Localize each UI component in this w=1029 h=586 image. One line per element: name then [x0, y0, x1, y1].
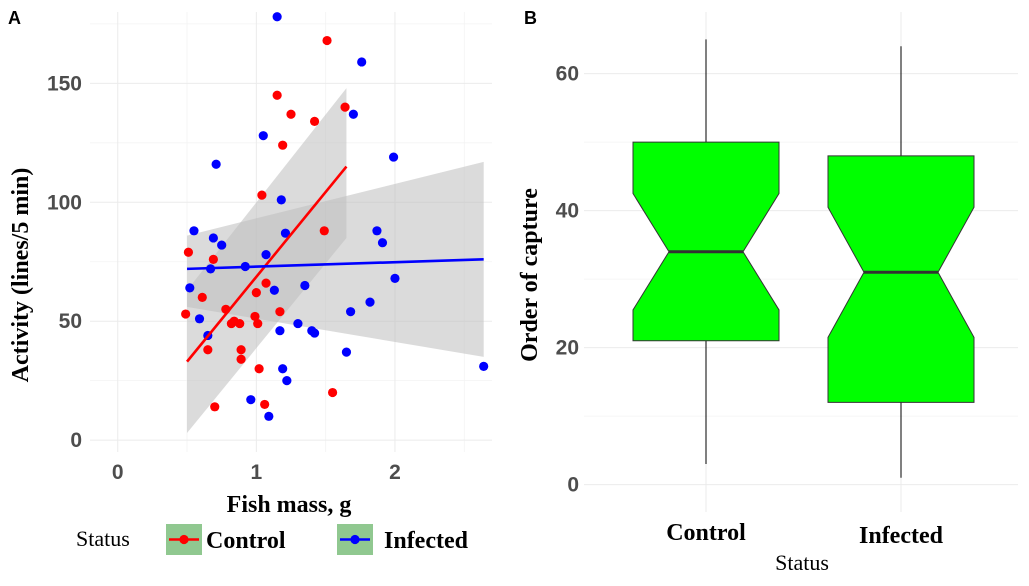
point-control-18 — [261, 278, 271, 288]
point-control-14 — [253, 318, 263, 329]
point-infected-23 — [309, 328, 320, 338]
point-infected-18 — [280, 228, 291, 238]
point-control-23 — [309, 116, 320, 127]
point-infected-7 — [217, 240, 227, 250]
point-control-0 — [183, 247, 194, 257]
x-tick-label-0: 0 — [112, 461, 124, 484]
point-control-2 — [197, 292, 207, 303]
legend-item-control: Control — [166, 524, 286, 555]
panel-b-y-axis-title: Order of capture — [517, 188, 543, 362]
box-infected — [827, 46, 975, 478]
point-infected-13 — [269, 285, 279, 295]
panel-a-x-axis-title: Fish mass, g — [227, 492, 352, 518]
y-tick-label-40: 40 — [556, 200, 579, 223]
panel-a-y-axis-title: Activity (lines/5 min) — [8, 168, 34, 383]
x-tick-label-control: Control — [666, 520, 746, 546]
point-infected-9 — [246, 395, 256, 405]
x-tick-label-infected: Infected — [859, 523, 944, 549]
x-tick-label-1: 1 — [251, 461, 263, 484]
panel-b-x-axis-title: Status — [775, 550, 829, 575]
point-control-9 — [235, 318, 245, 329]
panel-b-gridlines — [584, 12, 1018, 512]
panel-a-tick-labels: 0 50 100 150 0 1 2 — [47, 72, 401, 484]
box-control — [632, 39, 780, 465]
point-control-21 — [278, 140, 288, 150]
point-infected-14 — [272, 12, 282, 22]
point-infected-11 — [261, 249, 271, 260]
legend-label-infected: Infected — [384, 528, 469, 554]
panel-b-boxes — [632, 39, 975, 478]
point-infected-33 — [479, 361, 489, 371]
point-infected-21 — [300, 280, 310, 291]
point-infected-29 — [372, 226, 382, 236]
point-infected-31 — [388, 152, 399, 162]
point-control-27 — [340, 102, 350, 112]
point-infected-26 — [348, 109, 358, 119]
y-tick-label-50: 50 — [59, 310, 82, 333]
legend-item-infected: Infected — [337, 524, 469, 555]
point-control-26 — [327, 387, 338, 398]
point-infected-15 — [275, 326, 285, 336]
point-control-24 — [319, 226, 329, 236]
panel-a-confidence-ribbons — [187, 88, 484, 433]
legend-label-control: Control — [206, 528, 286, 554]
point-infected-16 — [276, 195, 286, 205]
panel-a-scatter: 0 50 100 150 0 1 2 Fish mass, g Activity (line… — [8, 12, 492, 555]
y-tick-label-60: 60 — [556, 63, 579, 86]
panel-a-points — [181, 12, 489, 421]
panel-a-letter: A — [8, 8, 21, 28]
point-control-5 — [210, 402, 220, 412]
y-tick-label-20: 20 — [556, 337, 579, 360]
point-infected-28 — [365, 297, 375, 307]
point-infected-10 — [258, 131, 268, 141]
point-control-15 — [254, 364, 264, 374]
fit-line-control — [186, 165, 348, 363]
legend-key-point-control — [179, 534, 189, 545]
y-tick-label-100: 100 — [47, 191, 82, 214]
fit-line-infected — [186, 258, 484, 271]
y-tick-label-150: 150 — [47, 72, 82, 95]
point-infected-32 — [390, 273, 400, 283]
box-body-infected — [827, 155, 975, 403]
point-infected-5 — [208, 233, 218, 243]
y-tick-label-0: 0 — [70, 429, 82, 452]
point-infected-1 — [189, 226, 199, 236]
point-control-11 — [236, 354, 246, 364]
point-control-4 — [208, 254, 218, 264]
x-tick-label-2: 2 — [389, 461, 401, 484]
point-control-10 — [236, 345, 246, 355]
point-infected-25 — [346, 307, 356, 317]
point-infected-0 — [185, 283, 195, 293]
point-infected-30 — [377, 238, 388, 248]
point-infected-17 — [278, 364, 288, 374]
point-control-3 — [203, 345, 213, 355]
point-control-20 — [275, 307, 285, 317]
ci-ribbon-infected — [187, 161, 484, 357]
legend-key-point-infected — [350, 534, 360, 545]
point-control-22 — [286, 109, 296, 119]
panel-b-letter: B — [524, 8, 537, 28]
point-infected-27 — [357, 57, 367, 67]
point-control-16 — [257, 190, 267, 200]
point-infected-12 — [264, 411, 274, 421]
point-infected-6 — [211, 159, 221, 169]
point-control-17 — [260, 399, 270, 410]
panel-a-legend: Status Control Infected — [76, 524, 469, 555]
box-body-control — [632, 141, 780, 342]
point-control-12 — [250, 311, 260, 322]
legend-title: Status — [76, 526, 130, 551]
point-control-25 — [322, 35, 332, 46]
point-control-1 — [181, 309, 191, 319]
point-infected-24 — [341, 347, 352, 357]
point-infected-20 — [293, 318, 303, 329]
point-control-19 — [272, 90, 282, 100]
panel-a-fit-lines — [186, 165, 484, 363]
point-control-13 — [251, 288, 261, 298]
point-infected-19 — [282, 376, 292, 386]
point-infected-2 — [194, 314, 205, 324]
panel-b-tick-labels: 0 20 40 60 Control Infected — [556, 63, 944, 549]
y-tick-label-0: 0 — [567, 474, 579, 497]
